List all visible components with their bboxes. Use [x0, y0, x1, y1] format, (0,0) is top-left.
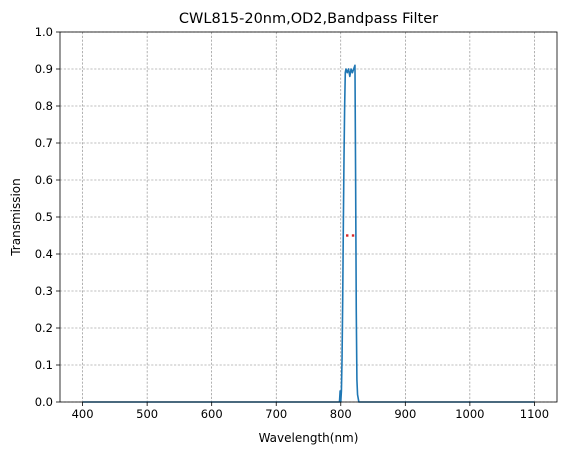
y-tick-label: 1.0 [35, 25, 53, 39]
y-tick-label: 0.7 [35, 136, 53, 150]
y-tick-label: 0.1 [35, 358, 53, 372]
x-tick-label: 500 [136, 407, 158, 421]
x-tick-label: 400 [72, 407, 94, 421]
axis-ticks: 400 500 600 700 800 900 1000 1100 0.0 0.1 0.2 0.3 0.… [35, 25, 549, 421]
x-tick-label: 700 [265, 407, 287, 421]
y-axis-label: Transmission [9, 178, 23, 257]
transmission-series-line [82, 64, 535, 403]
half-max-marker [351, 234, 355, 237]
y-tick-label: 0.5 [35, 210, 53, 224]
chart-title: CWL815-20nm,OD2,Bandpass Filter [179, 11, 438, 27]
x-tick-label: 1100 [520, 407, 549, 421]
plot-area [82, 64, 535, 403]
y-tick-label: 0.2 [35, 321, 53, 335]
y-tick-label: 0.8 [35, 99, 53, 113]
y-tick-label: 0.6 [35, 173, 53, 187]
x-axis-label: Wavelength(nm) [259, 431, 359, 445]
x-tick-label: 1000 [455, 407, 484, 421]
y-tick-label: 0.0 [35, 395, 53, 409]
y-tick-label: 0.4 [35, 247, 53, 261]
half-max-marker [346, 234, 349, 237]
x-tick-label: 600 [201, 407, 223, 421]
y-tick-label: 0.3 [35, 284, 53, 298]
y-tick-label: 0.9 [35, 62, 53, 76]
x-tick-label: 800 [330, 407, 352, 421]
x-tick-label: 900 [394, 407, 416, 421]
